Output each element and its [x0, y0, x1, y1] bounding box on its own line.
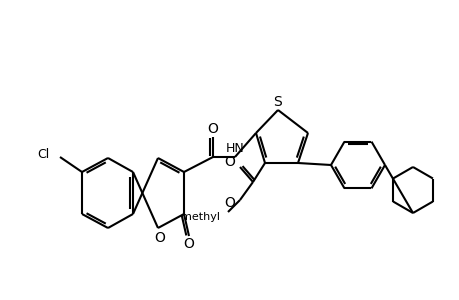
- Text: S: S: [273, 95, 282, 109]
- Text: HN: HN: [225, 142, 244, 155]
- Text: O: O: [154, 231, 165, 245]
- Text: O: O: [207, 122, 218, 136]
- Text: O: O: [183, 237, 194, 251]
- Text: O: O: [224, 155, 235, 169]
- Text: Cl: Cl: [38, 148, 50, 161]
- Text: methyl: methyl: [180, 212, 219, 222]
- Text: O: O: [224, 196, 235, 210]
